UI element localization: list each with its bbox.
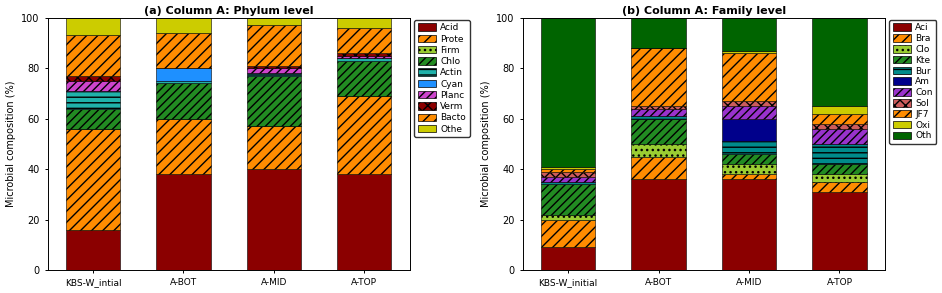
Bar <box>722 18 776 50</box>
Bar <box>631 119 686 144</box>
Bar <box>631 18 686 48</box>
Title: (b) Column A: Family level: (b) Column A: Family level <box>622 6 786 16</box>
Bar <box>337 58 392 61</box>
Bar <box>541 177 595 182</box>
Bar <box>722 106 776 119</box>
Legend: Aci, Bra, Clo, Kte, Bur, Am, Con, Sol, JF7, Oxi, Oth: Aci, Bra, Clo, Kte, Bur, Am, Con, Sol, J… <box>889 20 936 144</box>
Bar <box>631 144 686 156</box>
Bar <box>337 61 392 96</box>
Bar <box>722 174 776 179</box>
Bar <box>722 101 776 106</box>
Bar <box>156 119 211 174</box>
Bar <box>541 172 595 177</box>
Bar <box>66 109 121 129</box>
Bar <box>66 35 121 76</box>
Bar <box>812 164 867 174</box>
Bar <box>812 182 867 192</box>
Bar <box>722 50 776 53</box>
Bar <box>631 179 686 270</box>
Legend: Acid, Prote, Firm, Chlo, Actin, Cyan, Planc, Verm, Bacto, Othe: Acid, Prote, Firm, Chlo, Actin, Cyan, Pl… <box>414 20 469 137</box>
Bar <box>541 18 595 167</box>
Bar <box>722 142 776 154</box>
Bar <box>247 126 301 169</box>
Bar <box>722 164 776 174</box>
Bar <box>247 18 301 25</box>
Bar <box>541 184 595 214</box>
Bar <box>541 247 595 270</box>
Bar <box>631 116 686 119</box>
Bar <box>247 66 301 68</box>
Bar <box>337 174 392 270</box>
Bar <box>812 124 867 129</box>
Bar <box>247 68 301 73</box>
Bar <box>812 192 867 270</box>
Bar <box>156 81 211 83</box>
Bar <box>66 91 121 109</box>
Bar <box>541 214 595 220</box>
Title: (a) Column A: Phylum level: (a) Column A: Phylum level <box>144 6 314 16</box>
Bar <box>541 182 595 184</box>
Bar <box>722 179 776 270</box>
Bar <box>337 28 392 53</box>
Bar <box>247 169 301 270</box>
Bar <box>247 25 301 66</box>
Bar <box>66 76 121 81</box>
Bar <box>247 73 301 76</box>
Bar <box>156 68 211 81</box>
Bar <box>631 106 686 109</box>
Bar <box>722 119 776 142</box>
Bar <box>812 114 867 124</box>
Bar <box>66 18 121 35</box>
Bar <box>66 81 121 91</box>
Bar <box>247 76 301 126</box>
Bar <box>812 174 867 182</box>
Bar <box>812 144 867 164</box>
Bar <box>156 174 211 270</box>
Bar <box>631 156 686 179</box>
Y-axis label: Microbial composition (%): Microbial composition (%) <box>6 81 16 207</box>
Y-axis label: Microbial composition (%): Microbial composition (%) <box>480 81 491 207</box>
Bar <box>337 96 392 174</box>
Bar <box>722 53 776 101</box>
Bar <box>541 220 595 247</box>
Bar <box>812 106 867 114</box>
Bar <box>337 56 392 58</box>
Bar <box>156 18 211 33</box>
Bar <box>66 230 121 270</box>
Bar <box>541 169 595 172</box>
Bar <box>337 18 392 28</box>
Bar <box>722 154 776 164</box>
Bar <box>812 18 867 106</box>
Bar <box>541 167 595 169</box>
Bar <box>337 53 392 56</box>
Bar <box>631 48 686 106</box>
Bar <box>812 129 867 144</box>
Bar <box>631 109 686 116</box>
Bar <box>156 33 211 68</box>
Bar <box>66 129 121 230</box>
Bar <box>156 83 211 119</box>
